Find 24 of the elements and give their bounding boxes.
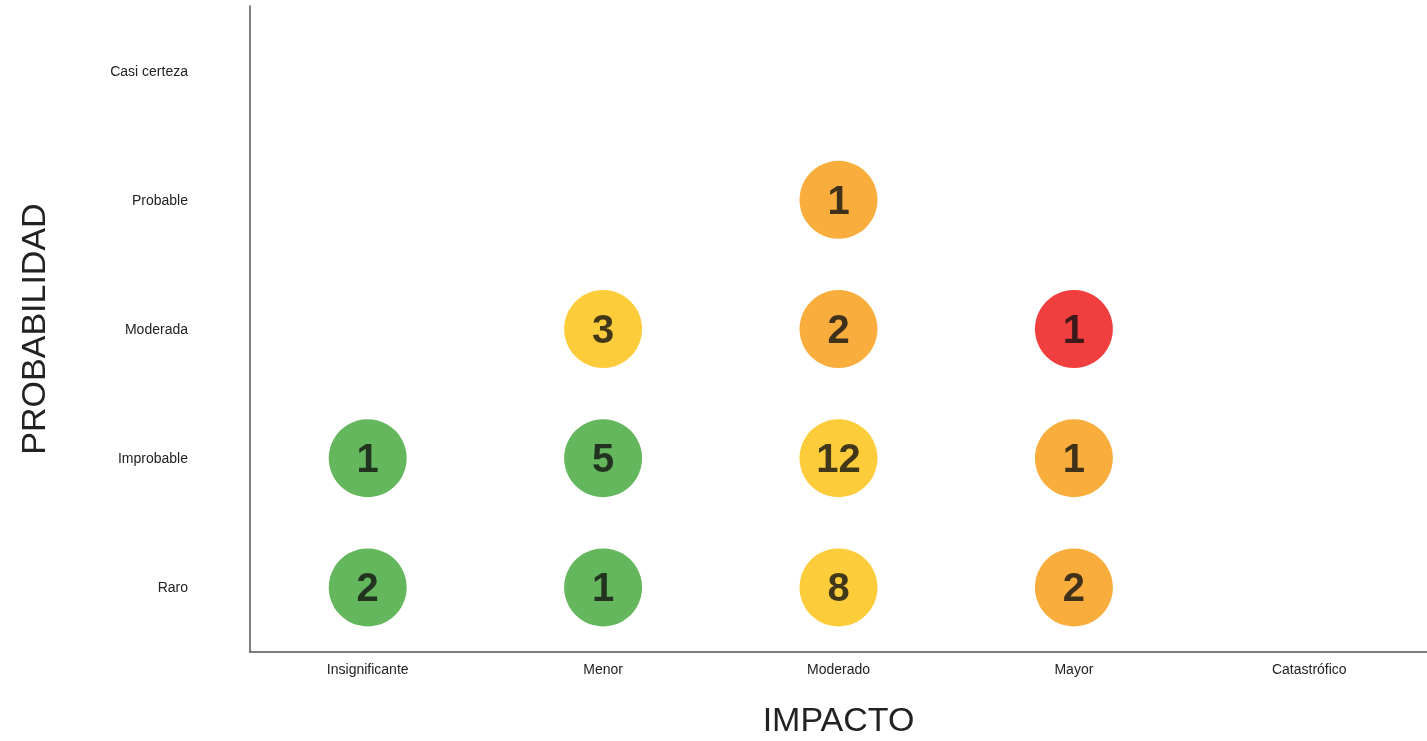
data-label: 1: [1062, 436, 1086, 481]
x-tick-label: Catastrófico: [1271, 661, 1347, 677]
data-label: 5: [591, 436, 615, 481]
x-tick-label: Mayor: [1054, 661, 1094, 677]
y-axis-title: PROBABILIDAD: [14, 203, 52, 455]
data-label: 2: [356, 565, 379, 610]
data-label: 1: [827, 177, 850, 222]
data-label: 2: [827, 307, 850, 351]
y-tick-label: Improbable: [117, 450, 189, 467]
data-label: 3: [591, 307, 615, 351]
data-label: 1: [356, 436, 379, 481]
y-tick-label: Raro: [157, 579, 189, 596]
data-label: 1: [591, 565, 615, 610]
data-label: 12: [816, 436, 861, 481]
data-label: 8: [827, 565, 850, 610]
x-tick-label: Insignificante: [326, 661, 409, 677]
x-tick-label: Menor: [583, 661, 624, 677]
x-tick-label: Moderado: [806, 661, 871, 677]
y-tick-label: Probable: [131, 191, 189, 208]
y-tick-label: Moderada: [124, 321, 189, 337]
y-tick-label: Casi certeza: [110, 62, 189, 79]
data-label: 1: [1062, 307, 1086, 351]
data-label: 2: [1062, 565, 1086, 610]
x-axis-title: IMPACTO: [762, 700, 915, 738]
